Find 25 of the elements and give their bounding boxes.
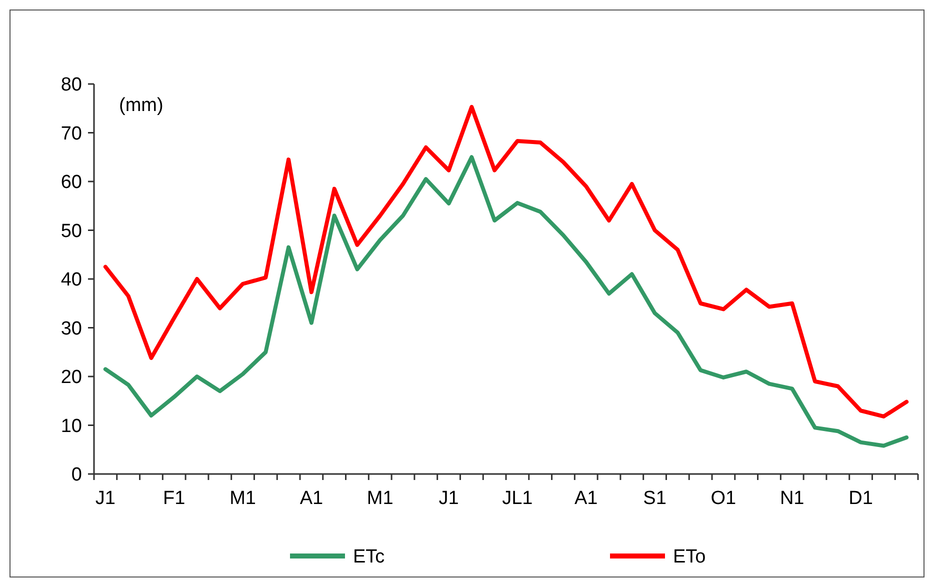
x-tick-label: O1 <box>710 488 736 509</box>
x-tick-label: M1 <box>230 488 256 509</box>
y-tick-label: 70 <box>60 123 82 144</box>
y-tick-label: 30 <box>60 318 82 340</box>
y-tick-label: 0 <box>71 464 82 486</box>
y-tick-label: 80 <box>60 74 82 96</box>
legend-label: ETc <box>353 546 385 568</box>
x-tick-label: J1 <box>438 488 459 509</box>
x-tick-label: M1 <box>366 488 394 509</box>
x-tick-label: D1 <box>848 488 873 509</box>
y-tick-label: 10 <box>60 416 82 437</box>
x-tick-label: JL1 <box>502 488 533 509</box>
x-tick-label: F1 <box>163 488 186 509</box>
y-tick-label: 40 <box>60 270 82 291</box>
x-tick-label: J1 <box>95 488 116 509</box>
legend-label: ETo <box>673 546 706 568</box>
x-tick-label: S1 <box>643 488 666 509</box>
x-tick-label: A1 <box>574 488 598 509</box>
line-series <box>103 155 909 448</box>
x-tick-label: A1 <box>300 488 324 509</box>
y-tick-label: 20 <box>60 367 82 388</box>
annotation: (mm) <box>119 95 164 116</box>
y-tick-label: 50 <box>60 220 82 242</box>
y-tick-label: 60 <box>60 172 82 194</box>
x-tick-label: N1 <box>780 488 804 509</box>
